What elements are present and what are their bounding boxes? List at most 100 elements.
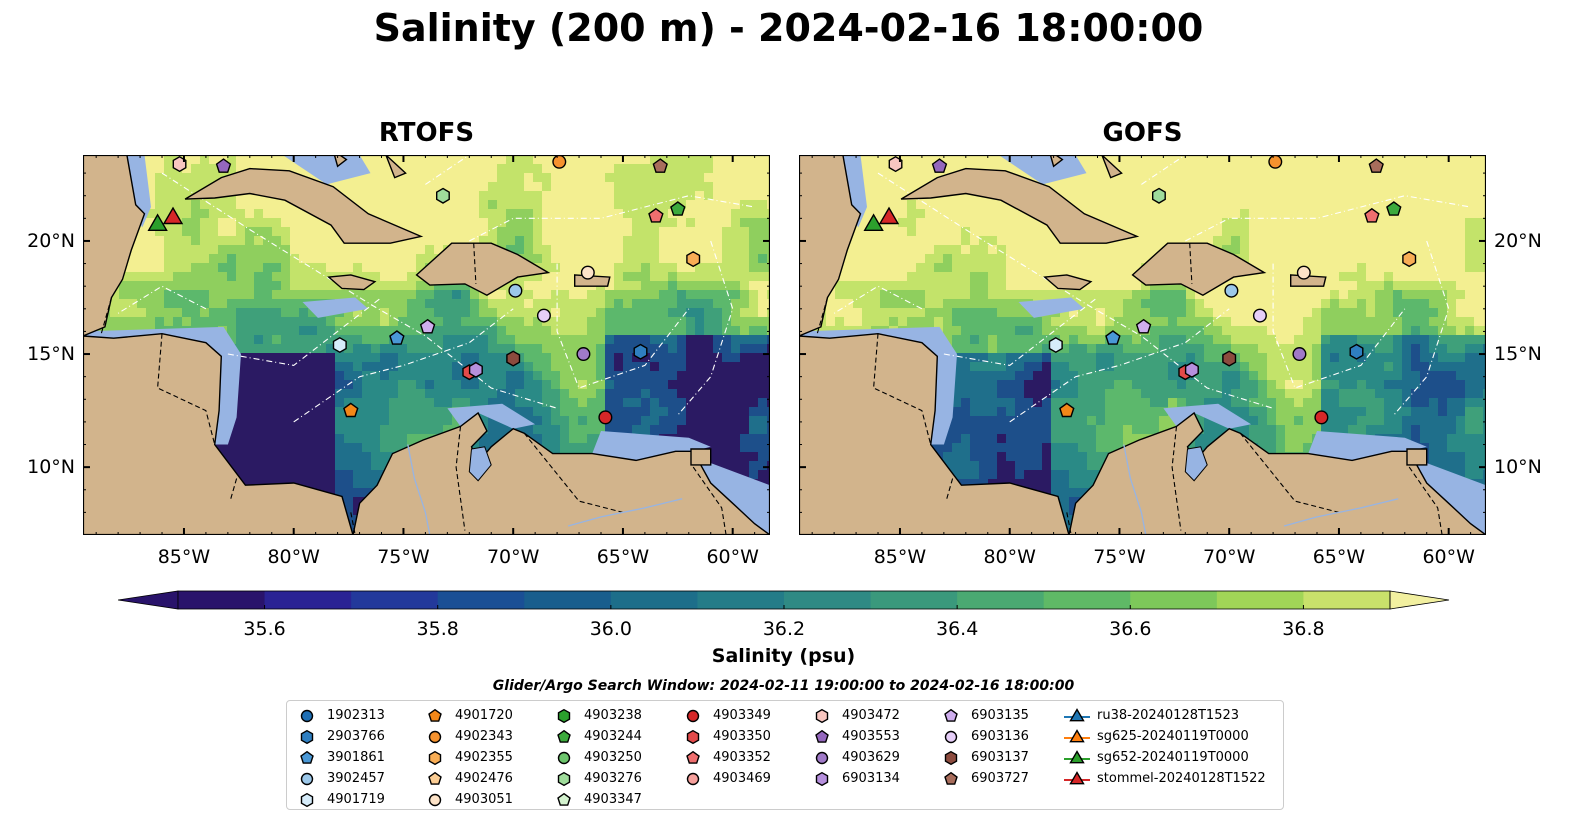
pentagon-marker-icon	[557, 792, 571, 806]
colorbar-segment	[264, 591, 352, 609]
circle-marker-icon	[300, 709, 314, 722]
float-6903134[interactable]	[468, 361, 483, 378]
legend-marker[interactable]	[300, 709, 314, 722]
float-6903727[interactable]	[652, 158, 668, 173]
glider-sg652-20240119T0000[interactable]	[147, 213, 168, 232]
legend-marker[interactable]	[1069, 770, 1085, 784]
float-3902457[interactable]	[508, 283, 523, 298]
rtofs-salinity-map[interactable]	[83, 155, 770, 535]
legend-marker[interactable]	[428, 708, 442, 722]
legend-marker[interactable]	[428, 793, 442, 806]
float-4902355[interactable]	[1402, 250, 1417, 268]
legend-item: 4903553	[808, 726, 900, 747]
legend-marker[interactable]	[557, 751, 571, 764]
float-4903352[interactable]	[1364, 207, 1380, 223]
float-6903727[interactable]	[1368, 158, 1384, 173]
float-4903629[interactable]	[1292, 347, 1307, 362]
legend-column: ru38-20240128T1523 sg625-20240119T0000 sg6…	[1063, 705, 1266, 789]
colorbar-segment	[610, 591, 698, 609]
legend-marker[interactable]	[300, 772, 314, 785]
legend-marker[interactable]	[944, 708, 958, 722]
float-6903135[interactable]	[1135, 318, 1152, 334]
float-4903553[interactable]	[931, 158, 948, 173]
legend-marker[interactable]	[944, 771, 958, 785]
legend-marker[interactable]	[557, 729, 571, 743]
colorbar-tick-label: 36.8	[1282, 618, 1325, 640]
circle-marker-icon	[557, 751, 571, 764]
legend-marker[interactable]	[944, 750, 958, 765]
legend-marker[interactable]	[557, 792, 571, 806]
legend-marker[interactable]	[944, 730, 958, 743]
float-4902343[interactable]	[552, 155, 567, 169]
float-4903349[interactable]	[1314, 410, 1329, 425]
colorbar-segment	[437, 591, 525, 609]
float-4902343[interactable]	[1268, 155, 1283, 169]
float-6903136[interactable]	[1252, 308, 1267, 323]
legend-marker[interactable]	[686, 729, 700, 744]
legend-marker[interactable]	[300, 750, 314, 764]
float-4903472[interactable]	[172, 155, 187, 173]
legend-marker[interactable]	[1069, 728, 1085, 742]
float-4903629[interactable]	[576, 347, 591, 362]
legend-marker[interactable]	[557, 708, 571, 723]
legend-item: 4903352	[679, 747, 771, 768]
legend-label: 4902476	[455, 771, 513, 786]
land-trinidad	[1406, 448, 1428, 466]
glider-stommel-20240128T1522[interactable]	[878, 206, 900, 225]
float-3901861[interactable]	[1105, 330, 1121, 345]
float-4903349[interactable]	[598, 410, 613, 425]
legend-marker[interactable]	[686, 709, 700, 722]
legend-marker[interactable]	[815, 771, 829, 786]
legend-label: 6903137	[971, 750, 1029, 765]
float-4903352[interactable]	[648, 207, 664, 223]
legend-marker[interactable]	[428, 771, 442, 785]
rtofs-map-panel[interactable]	[83, 155, 770, 535]
float-4901720[interactable]	[343, 402, 359, 418]
float-2903766[interactable]	[1349, 343, 1364, 360]
hexagon-marker-icon	[686, 729, 700, 744]
float-4903472[interactable]	[888, 155, 903, 173]
float-4901719[interactable]	[1048, 336, 1063, 354]
float-6903134[interactable]	[1184, 361, 1199, 378]
legend-label: 4903350	[713, 729, 771, 744]
float-6903136[interactable]	[536, 308, 551, 323]
legend-column: 4903238 4903244 4903250 4903276 4903347	[550, 705, 642, 810]
float-4903244[interactable]	[670, 201, 686, 216]
gofs-salinity-map[interactable]	[799, 155, 1486, 535]
glider-stommel-20240128T1522[interactable]	[162, 206, 184, 225]
float-4903276[interactable]	[436, 187, 450, 204]
float-6903137[interactable]	[506, 350, 521, 367]
float-4903553[interactable]	[215, 158, 232, 173]
legend-marker[interactable]	[815, 708, 829, 723]
legend-marker[interactable]	[428, 750, 442, 765]
float-4901719[interactable]	[332, 336, 347, 354]
legend-marker[interactable]	[300, 792, 314, 807]
legend-item: 4903629	[808, 747, 900, 768]
float-3902457[interactable]	[1224, 283, 1239, 298]
float-4903276[interactable]	[1152, 187, 1166, 204]
float-6903135[interactable]	[419, 318, 436, 334]
float-4903244[interactable]	[1386, 201, 1402, 216]
legend-marker[interactable]	[557, 771, 571, 786]
float-4903051[interactable]	[1296, 265, 1311, 280]
legend-marker[interactable]	[815, 751, 829, 764]
float-4901720[interactable]	[1059, 402, 1075, 418]
glider-sg652-20240119T0000[interactable]	[863, 213, 884, 232]
colorbar-segment	[784, 591, 872, 609]
legend-marker[interactable]	[686, 772, 700, 785]
legend-marker[interactable]	[1069, 749, 1085, 763]
float-3901861[interactable]	[389, 330, 405, 345]
legend-marker[interactable]	[815, 729, 829, 743]
legend-marker[interactable]	[300, 729, 314, 744]
float-4903051[interactable]	[580, 265, 595, 280]
legend-marker[interactable]	[1069, 707, 1085, 721]
eez-boundaries	[833, 155, 1471, 423]
legend-marker[interactable]	[686, 750, 700, 764]
float-6903137[interactable]	[1222, 350, 1237, 367]
gofs-lon-tick-label: 60°W	[1422, 546, 1475, 568]
float-2903766[interactable]	[633, 343, 648, 360]
gofs-lon-tick-label: 85°W	[873, 546, 927, 568]
gofs-map-panel[interactable]	[799, 155, 1486, 535]
legend-marker[interactable]	[428, 730, 442, 743]
float-4902355[interactable]	[686, 250, 701, 268]
